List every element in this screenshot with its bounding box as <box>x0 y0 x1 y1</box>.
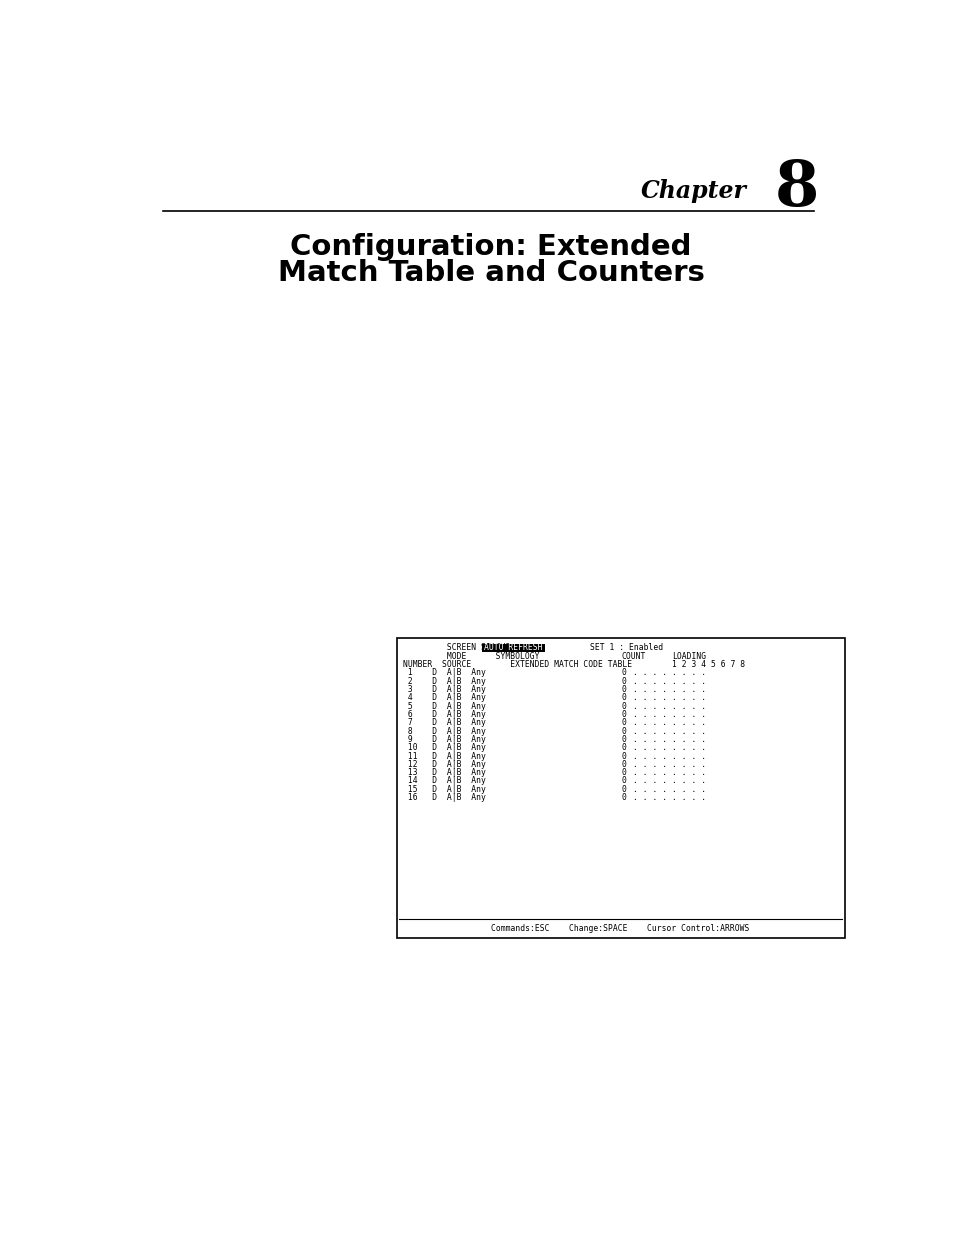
Text: 0: 0 <box>620 768 626 777</box>
Text: 15   D  A|B  Any: 15 D A|B Any <box>402 784 485 794</box>
Text: 0: 0 <box>620 743 626 752</box>
Text: MODE      SYMBOLOGY: MODE SYMBOLOGY <box>402 652 538 661</box>
Text: 4    D  A|B  Any: 4 D A|B Any <box>402 693 485 703</box>
Text: . . . . . . . .: . . . . . . . . <box>633 793 705 802</box>
Text: . . . . . . . .: . . . . . . . . <box>633 677 705 685</box>
Text: 0: 0 <box>620 719 626 727</box>
Text: Match Table and Counters: Match Table and Counters <box>277 259 704 287</box>
Text: 0: 0 <box>620 726 626 736</box>
Text: 1    D  A|B  Any: 1 D A|B Any <box>402 668 485 677</box>
Text: 3    D  A|B  Any: 3 D A|B Any <box>402 685 485 694</box>
Text: 5    D  A|B  Any: 5 D A|B Any <box>402 701 485 710</box>
Text: 10   D  A|B  Any: 10 D A|B Any <box>402 743 485 752</box>
Text: 8    D  A|B  Any: 8 D A|B Any <box>402 726 485 736</box>
Text: . . . . . . . .: . . . . . . . . <box>633 784 705 794</box>
Text: . . . . . . . .: . . . . . . . . <box>633 752 705 761</box>
Text: . . . . . . . .: . . . . . . . . <box>633 685 705 694</box>
Text: AUTO REFRESH: AUTO REFRESH <box>484 643 542 652</box>
Text: 16   D  A|B  Any: 16 D A|B Any <box>402 793 485 802</box>
Text: 0: 0 <box>620 693 626 703</box>
Text: . . . . . . . .: . . . . . . . . <box>633 668 705 677</box>
Text: 0: 0 <box>620 685 626 694</box>
Text: 7    D  A|B  Any: 7 D A|B Any <box>402 719 485 727</box>
Text: . . . . . . . .: . . . . . . . . <box>633 719 705 727</box>
Text: . . . . . . . .: . . . . . . . . <box>633 726 705 736</box>
FancyBboxPatch shape <box>481 645 545 652</box>
Text: LOADING: LOADING <box>671 652 705 661</box>
FancyBboxPatch shape <box>396 638 843 939</box>
Text: . . . . . . . .: . . . . . . . . <box>633 701 705 710</box>
Text: 0: 0 <box>620 710 626 719</box>
Text: NUMBER  SOURCE        EXTENDED MATCH CODE TABLE: NUMBER SOURCE EXTENDED MATCH CODE TABLE <box>402 659 631 669</box>
Text: 0: 0 <box>620 701 626 710</box>
Text: 0: 0 <box>620 735 626 743</box>
Text: SCREEN STATUS:: SCREEN STATUS: <box>402 643 519 652</box>
Text: . . . . . . . .: . . . . . . . . <box>633 710 705 719</box>
Text: Chapter: Chapter <box>640 179 746 203</box>
Text: 8: 8 <box>775 158 819 219</box>
Text: 1 2 3 4 5 6 7 8: 1 2 3 4 5 6 7 8 <box>671 659 744 669</box>
Text: 11   D  A|B  Any: 11 D A|B Any <box>402 752 485 761</box>
Text: 0: 0 <box>620 793 626 802</box>
Text: 6    D  A|B  Any: 6 D A|B Any <box>402 710 485 719</box>
Text: . . . . . . . .: . . . . . . . . <box>633 743 705 752</box>
Text: 13   D  A|B  Any: 13 D A|B Any <box>402 768 485 777</box>
Text: Commands:ESC    Change:SPACE    Cursor Control:ARROWS: Commands:ESC Change:SPACE Cursor Control… <box>491 925 749 934</box>
Text: 0: 0 <box>620 777 626 785</box>
Text: COUNT: COUNT <box>620 652 645 661</box>
Text: SET 1 : Enabled: SET 1 : Enabled <box>590 643 663 652</box>
Text: 0: 0 <box>620 752 626 761</box>
Text: . . . . . . . .: . . . . . . . . <box>633 735 705 743</box>
Text: 0: 0 <box>620 668 626 677</box>
Text: 2    D  A|B  Any: 2 D A|B Any <box>402 677 485 685</box>
Text: . . . . . . . .: . . . . . . . . <box>633 760 705 769</box>
Text: 0: 0 <box>620 760 626 769</box>
Text: . . . . . . . .: . . . . . . . . <box>633 777 705 785</box>
Text: . . . . . . . .: . . . . . . . . <box>633 768 705 777</box>
Text: 14   D  A|B  Any: 14 D A|B Any <box>402 777 485 785</box>
Text: 0: 0 <box>620 784 626 794</box>
Text: 0: 0 <box>620 677 626 685</box>
Text: Configuration: Extended: Configuration: Extended <box>291 232 691 261</box>
Text: 12   D  A|B  Any: 12 D A|B Any <box>402 760 485 769</box>
Text: 9    D  A|B  Any: 9 D A|B Any <box>402 735 485 743</box>
Text: . . . . . . . .: . . . . . . . . <box>633 693 705 703</box>
